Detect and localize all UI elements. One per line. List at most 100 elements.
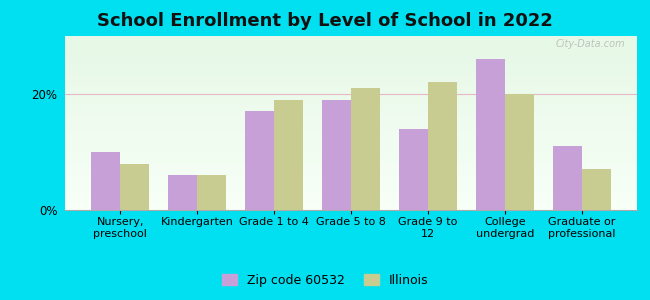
Bar [65, 207, 637, 208]
Bar [65, 72, 637, 73]
Bar [65, 115, 637, 116]
Bar [65, 199, 637, 200]
Bar [65, 147, 637, 148]
Bar [552, 146, 582, 210]
Bar [65, 105, 637, 106]
Bar [65, 209, 637, 210]
Bar [65, 71, 637, 72]
Bar [65, 67, 637, 68]
Bar [65, 44, 637, 45]
Bar [65, 201, 637, 202]
Bar [65, 86, 637, 87]
Bar [65, 108, 637, 109]
Bar [65, 100, 637, 101]
Bar [65, 42, 637, 43]
Bar [65, 194, 637, 195]
Bar [65, 190, 637, 191]
Bar [65, 148, 637, 149]
Bar [65, 92, 637, 93]
Bar [65, 64, 637, 65]
Bar [65, 136, 637, 137]
Bar [65, 39, 637, 40]
Bar [65, 186, 637, 187]
Bar [65, 178, 637, 179]
Bar [65, 146, 637, 147]
Bar [65, 112, 637, 113]
Bar [65, 168, 637, 169]
Bar [65, 53, 637, 54]
Bar [65, 188, 637, 189]
Bar [65, 102, 637, 103]
Bar [65, 192, 637, 193]
Bar [65, 85, 637, 86]
Bar [65, 156, 637, 157]
Bar [65, 40, 637, 41]
Bar [65, 119, 637, 120]
Bar [65, 116, 637, 117]
Bar [65, 98, 637, 99]
Bar [65, 131, 637, 132]
Text: School Enrollment by Level of School in 2022: School Enrollment by Level of School in … [97, 12, 553, 30]
Bar [65, 159, 637, 160]
Bar [65, 137, 637, 138]
Bar [168, 175, 197, 210]
Bar [65, 110, 637, 111]
Bar [65, 97, 637, 98]
Bar [65, 195, 637, 196]
Text: City-Data.com: City-Data.com [556, 40, 625, 50]
Bar [65, 153, 637, 154]
Bar [65, 114, 637, 115]
Bar [65, 170, 637, 171]
Bar [582, 169, 611, 210]
Bar [65, 169, 637, 170]
Bar [65, 101, 637, 102]
Bar [65, 36, 637, 37]
Bar [65, 182, 637, 183]
Bar [65, 123, 637, 124]
Bar [65, 75, 637, 76]
Bar [65, 121, 637, 122]
Bar [65, 202, 637, 203]
Bar [65, 84, 637, 85]
Bar [65, 181, 637, 182]
Bar [65, 109, 637, 110]
Bar [65, 128, 637, 129]
Bar [65, 46, 637, 47]
Bar [65, 62, 637, 63]
Bar [65, 208, 637, 209]
Bar [65, 204, 637, 205]
Bar [65, 150, 637, 151]
Bar [65, 66, 637, 67]
Bar [65, 141, 637, 142]
Bar [65, 90, 637, 91]
Bar [65, 120, 637, 121]
Bar [65, 83, 637, 84]
Bar [65, 57, 637, 58]
Bar [65, 91, 637, 92]
Bar [65, 87, 637, 88]
Bar [65, 160, 637, 161]
Bar [65, 41, 637, 42]
Bar [65, 177, 637, 178]
Bar [65, 200, 637, 201]
Bar [65, 94, 637, 95]
Bar [65, 82, 637, 83]
Bar [65, 43, 637, 44]
Bar [65, 125, 637, 126]
Bar [398, 129, 428, 210]
Bar [65, 55, 637, 56]
Bar [65, 183, 637, 184]
Bar [65, 88, 637, 89]
Bar [65, 198, 637, 199]
Bar [65, 130, 637, 131]
Bar [65, 38, 637, 39]
Bar [65, 106, 637, 107]
Bar [65, 48, 637, 49]
Bar [65, 81, 637, 82]
Bar [65, 161, 637, 162]
Bar [91, 152, 120, 210]
Bar [65, 85, 637, 86]
Bar [65, 129, 637, 130]
Bar [65, 100, 637, 101]
Bar [120, 164, 150, 210]
